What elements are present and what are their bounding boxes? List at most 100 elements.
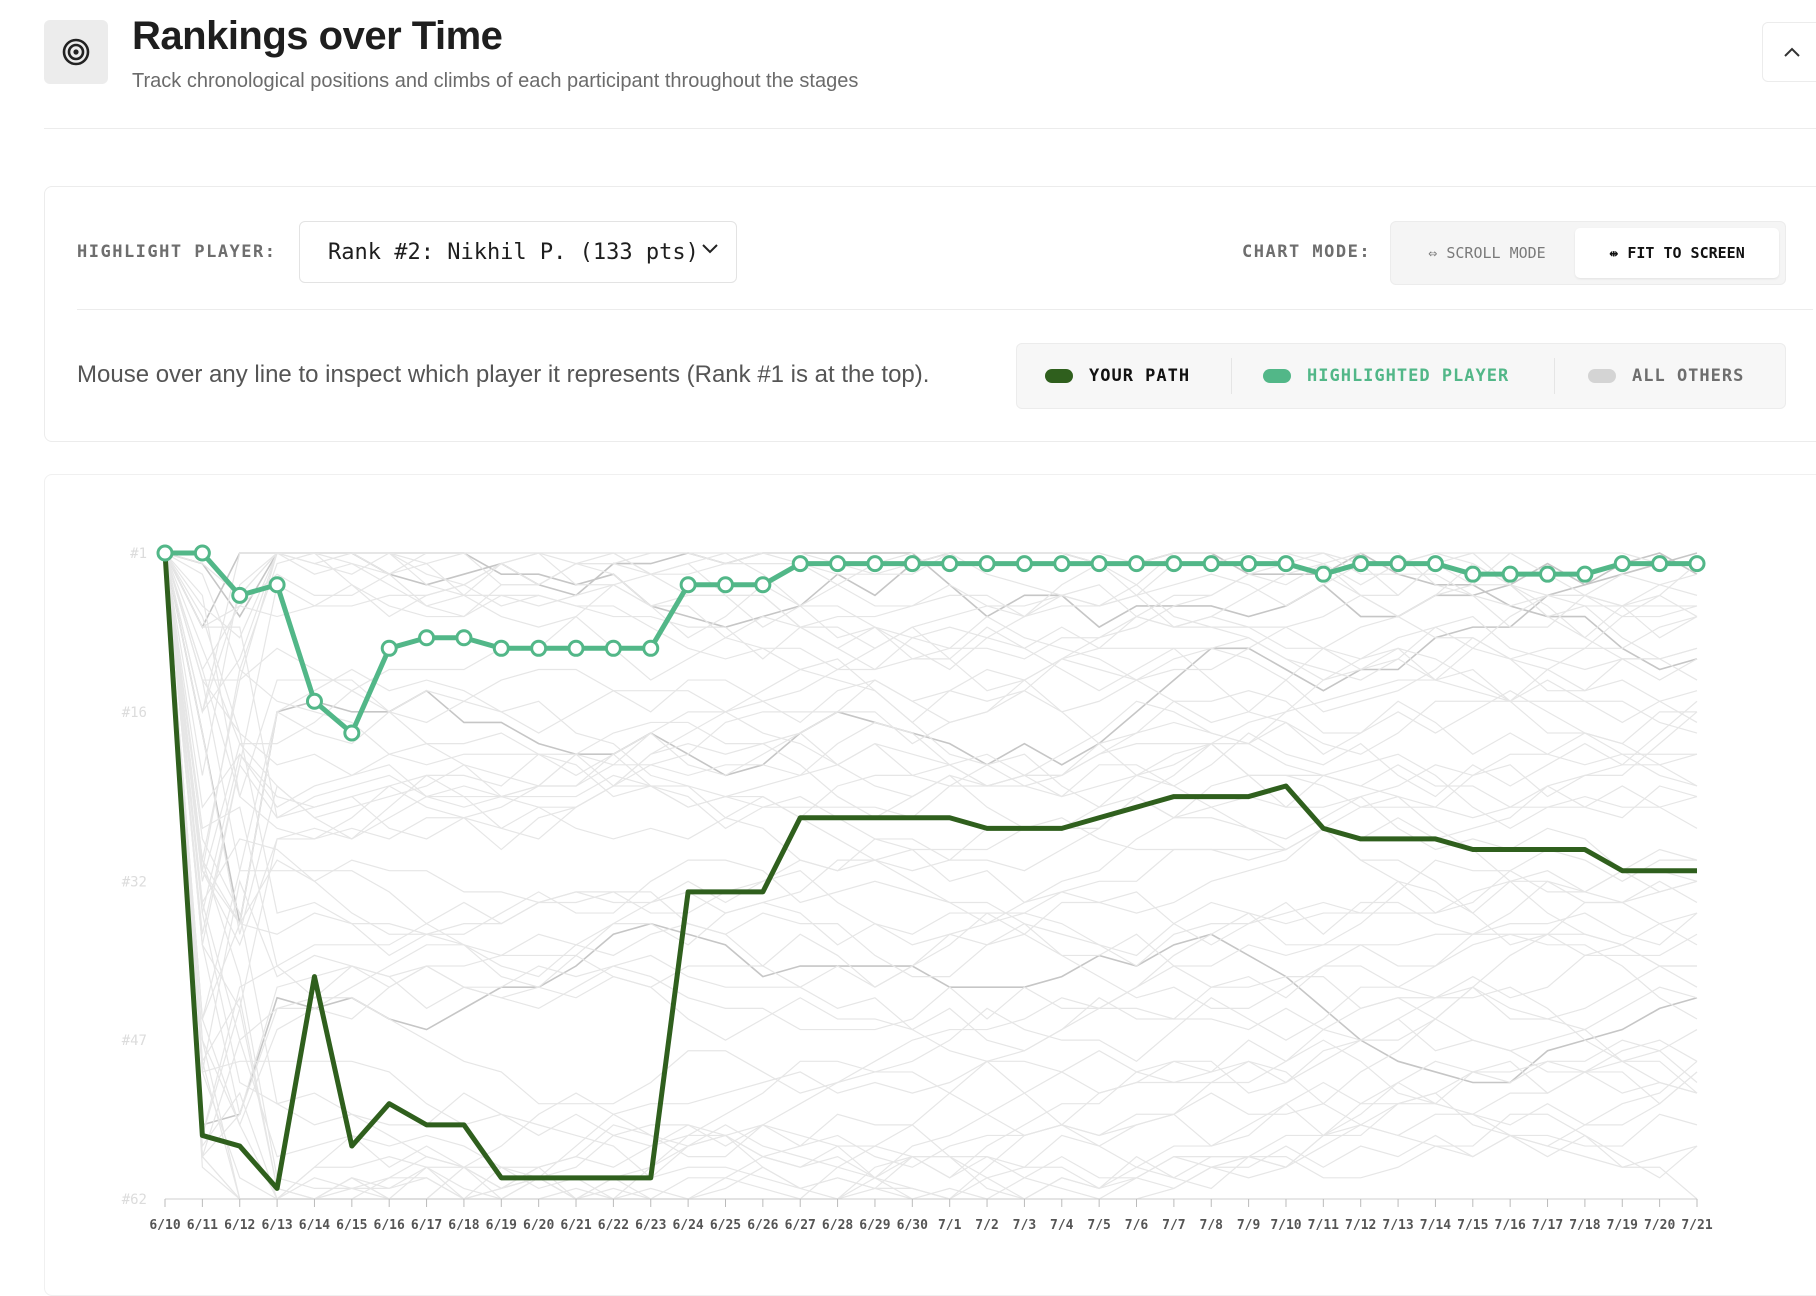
highlighted-player-point[interactable] — [1426, 555, 1444, 573]
highlighted-player-point[interactable] — [492, 639, 510, 657]
highlighted-player-point[interactable] — [1464, 565, 1482, 583]
other-player-line[interactable] — [164, 552, 1698, 1127]
other-player-line[interactable] — [164, 552, 1698, 1126]
other-player-line[interactable] — [164, 552, 1698, 734]
highlighted-player-point[interactable] — [305, 692, 323, 710]
other-player-line[interactable] — [164, 552, 1698, 946]
highlighted-player-point[interactable] — [941, 555, 959, 573]
other-player-line[interactable] — [164, 552, 1698, 1200]
highlighted-player-point[interactable] — [604, 639, 622, 657]
other-player-line[interactable] — [164, 552, 1698, 914]
other-player-line[interactable] — [164, 552, 1698, 1200]
other-player-line[interactable] — [164, 552, 1697, 957]
other-player-line[interactable] — [164, 552, 1698, 830]
highlighted-player-point[interactable] — [1352, 555, 1370, 573]
highlighted-player-point[interactable] — [642, 639, 660, 657]
other-player-line[interactable] — [164, 552, 1698, 1010]
highlighted-player-point[interactable] — [156, 544, 174, 562]
other-player-line[interactable] — [164, 552, 1698, 809]
other-player-line[interactable] — [164, 552, 1698, 723]
highlighted-player-point[interactable] — [1501, 565, 1519, 583]
other-player-line[interactable] — [164, 552, 1698, 882]
other-player-line[interactable] — [164, 552, 1698, 935]
legend-all-others: ALL OTHERS — [1588, 344, 1744, 408]
other-player-line[interactable] — [164, 552, 1698, 945]
highlighted-player-point[interactable] — [1165, 555, 1183, 573]
other-player-line[interactable] — [164, 552, 1698, 819]
x-tick-label: 7/10 — [1270, 1218, 1301, 1233]
y-tick-label: #1 — [130, 546, 147, 562]
other-player-line[interactable] — [164, 552, 1698, 1115]
highlighted-player-point[interactable] — [1090, 555, 1108, 573]
other-player-line[interactable] — [164, 552, 1698, 988]
legend-label: ALL OTHERS — [1632, 366, 1745, 386]
highlighted-player-point[interactable] — [1240, 555, 1258, 573]
highlighted-player-point[interactable] — [1015, 555, 1033, 573]
other-player-line[interactable] — [164, 552, 1698, 776]
chart-mode-toggle: ⇔ SCROLL MODE ⇹ FIT TO SCREEN — [1390, 221, 1786, 285]
highlighted-player-point[interactable] — [268, 576, 286, 594]
x-tick-label: 7/7 — [1162, 1218, 1185, 1233]
highlighted-player-point[interactable] — [1539, 565, 1557, 583]
highlighted-player-point[interactable] — [455, 629, 473, 647]
other-player-line[interactable] — [164, 552, 1698, 671]
highlighted-player-point[interactable] — [1389, 555, 1407, 573]
highlighted-player-point[interactable] — [1688, 555, 1706, 573]
highlighted-player-point[interactable] — [1277, 555, 1295, 573]
highlighted-player-point[interactable] — [530, 639, 548, 657]
other-player-line[interactable] — [164, 552, 1698, 1137]
highlighted-player-point[interactable] — [716, 576, 734, 594]
highlighted-player-point[interactable] — [679, 576, 697, 594]
other-player-line[interactable] — [164, 552, 1698, 1200]
collapse-button[interactable] — [1762, 22, 1816, 82]
highlighted-player-point[interactable] — [754, 576, 772, 594]
other-player-line[interactable] — [164, 552, 1697, 1020]
legend-label: HIGHLIGHTED PLAYER — [1307, 366, 1510, 386]
other-player-line[interactable] — [164, 552, 1698, 671]
highlighted-player-point[interactable] — [380, 639, 398, 657]
x-tick-label: 7/8 — [1200, 1218, 1224, 1233]
highlighted-player-point[interactable] — [866, 555, 884, 573]
highlighted-player-point[interactable] — [1314, 565, 1332, 583]
highlighted-player-point[interactable] — [791, 555, 809, 573]
other-player-line[interactable] — [164, 552, 1698, 629]
your-path-line[interactable] — [162, 552, 1697, 1191]
highlighted-player-point[interactable] — [1128, 555, 1146, 573]
x-tick-label: 7/16 — [1495, 1218, 1526, 1233]
highlight-player-select[interactable]: Rank #2: Nikhil P. (133 pts) — [299, 221, 737, 283]
highlighted-player-point[interactable] — [418, 629, 436, 647]
highlighted-player-point[interactable] — [1202, 555, 1220, 573]
highlighted-player-point[interactable] — [978, 555, 996, 573]
other-player-line[interactable] — [164, 552, 1698, 947]
rankings-chart[interactable]: #1 #16 #32 #47 #626/10 6/11 6/12 6/13 6/14 6/15 6/… — [45, 475, 1816, 1295]
other-player-line[interactable] — [164, 552, 1698, 1159]
other-player-line[interactable] — [164, 552, 1698, 967]
other-player-line[interactable] — [164, 552, 1698, 935]
other-player-line[interactable] — [164, 552, 1698, 1157]
x-tick-label: 6/16 — [374, 1218, 405, 1233]
highlighted-player-point[interactable] — [231, 586, 249, 604]
other-player-line[interactable] — [164, 552, 1698, 660]
other-player-line[interactable] — [164, 552, 1698, 1201]
other-player-line[interactable] — [164, 552, 1698, 819]
highlighted-player-point[interactable] — [903, 555, 921, 573]
highlighted-player-point[interactable] — [343, 724, 361, 742]
highlighted-player-point[interactable] — [829, 555, 847, 573]
scroll-mode-button[interactable]: ⇔ SCROLL MODE — [1428, 244, 1546, 262]
x-tick-label: 6/30 — [897, 1218, 928, 1233]
highlighted-player-point[interactable] — [1613, 555, 1631, 573]
chevron-down-icon — [702, 244, 718, 254]
other-player-line[interactable] — [164, 552, 1697, 861]
other-player-line[interactable] — [164, 552, 1698, 988]
other-player-line[interactable] — [164, 552, 1698, 1073]
highlighted-player-point[interactable] — [567, 639, 585, 657]
other-player-line[interactable] — [164, 552, 1698, 840]
highlighted-player-point[interactable] — [193, 544, 211, 562]
highlighted-player-point[interactable] — [1053, 555, 1071, 573]
other-player-line[interactable] — [164, 552, 1698, 1200]
other-player-line[interactable] — [164, 552, 1698, 1179]
highlighted-player-point[interactable] — [1651, 555, 1669, 573]
fit-to-screen-button[interactable]: ⇹ FIT TO SCREEN — [1575, 228, 1779, 278]
highlighted-player-point[interactable] — [1576, 565, 1594, 583]
other-player-line[interactable] — [164, 552, 1697, 1009]
